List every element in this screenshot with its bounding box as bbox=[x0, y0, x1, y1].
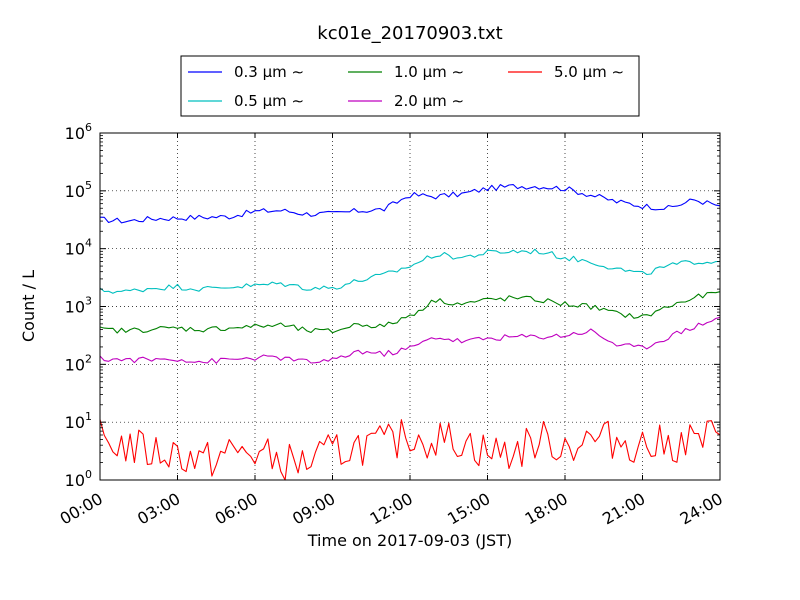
x-axis-label: Time on 2017-09-03 (JST) bbox=[307, 531, 512, 550]
y-tick-label: 101 bbox=[65, 410, 92, 432]
chart-title: kc01e_20170903.txt bbox=[317, 23, 502, 44]
tick-layer bbox=[99, 132, 721, 481]
y-tick-label: 106 bbox=[65, 121, 92, 143]
legend: 0.3 μm ∼ 0.5 μm ∼ 1.0 μm ∼ 2.0 μm ∼ 5.0 μm ∼ bbox=[180, 55, 640, 117]
grid-layer bbox=[100, 133, 720, 480]
series-line-3 bbox=[99, 316, 721, 364]
series-line-2 bbox=[99, 291, 721, 334]
series-line-4 bbox=[99, 419, 721, 481]
y-tick-label: 100 bbox=[65, 468, 92, 490]
legend-label-0: 0.3 μm ∼ bbox=[234, 63, 304, 81]
y-tick-label: 104 bbox=[65, 237, 92, 259]
legend-label-3: 2.0 μm ∼ bbox=[394, 92, 464, 110]
y-tick-labels: 100 101 102 103 104 105 106 bbox=[65, 121, 92, 490]
series-line-0 bbox=[99, 184, 721, 224]
y-axis-label: Count / L bbox=[19, 270, 38, 342]
y-tick-label: 105 bbox=[65, 179, 92, 201]
y-tick-label: 102 bbox=[65, 352, 92, 374]
series-line-1 bbox=[99, 248, 721, 294]
legend-frame bbox=[180, 55, 640, 117]
y-tick-label: 103 bbox=[65, 295, 92, 317]
legend-label-4: 5.0 μm ∼ bbox=[554, 63, 624, 81]
series-layer bbox=[99, 184, 721, 481]
legend-label-2: 1.0 μm ∼ bbox=[394, 63, 464, 81]
legend-label-1: 0.5 μm ∼ bbox=[234, 92, 304, 110]
